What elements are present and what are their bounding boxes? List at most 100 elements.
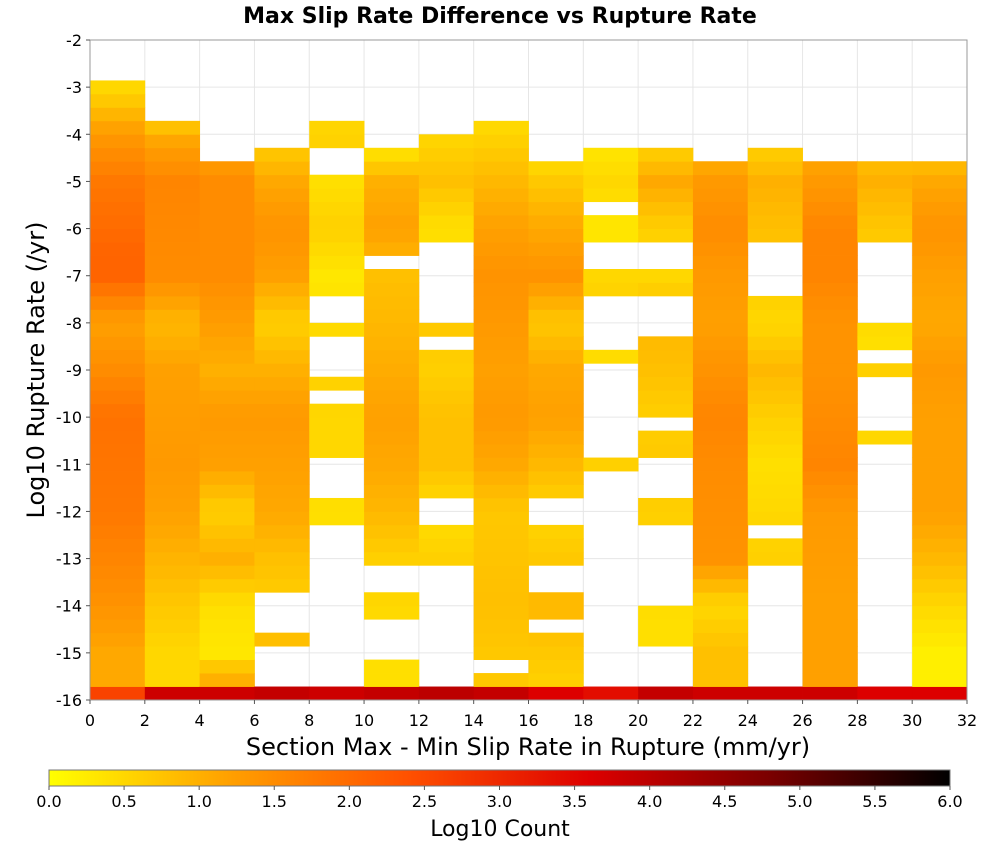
heatmap-cell bbox=[857, 336, 913, 351]
heatmap-cell bbox=[90, 403, 146, 418]
heatmap-cell bbox=[528, 659, 584, 674]
heatmap-cell bbox=[254, 269, 310, 283]
heatmap-cell bbox=[802, 201, 858, 216]
heatmap-cell bbox=[802, 484, 858, 499]
heatmap-cell bbox=[857, 161, 913, 176]
heatmap-cell bbox=[309, 417, 365, 432]
heatmap-cell bbox=[254, 444, 310, 458]
heatmap-cell bbox=[199, 565, 255, 580]
heatmap-cell bbox=[254, 524, 310, 539]
y-tick-label: -14 bbox=[56, 597, 82, 616]
heatmap-cell bbox=[802, 174, 858, 189]
heatmap-cell bbox=[473, 322, 529, 337]
heatmap-cell bbox=[802, 538, 858, 553]
heatmap-cell bbox=[90, 161, 146, 176]
heatmap-cell bbox=[199, 632, 255, 647]
heatmap-cell bbox=[912, 161, 968, 176]
heatmap-cell bbox=[473, 255, 529, 270]
heatmap-cell bbox=[802, 686, 858, 701]
heatmap-cell bbox=[638, 269, 694, 283]
heatmap-cell bbox=[747, 147, 803, 162]
heatmap-cell bbox=[90, 349, 146, 364]
heatmap-cell bbox=[144, 511, 201, 526]
colorbar-tick-label: 2.5 bbox=[412, 792, 437, 811]
heatmap-cell bbox=[90, 390, 146, 405]
colorbar-tick-label: 0.0 bbox=[36, 792, 61, 811]
heatmap-cell bbox=[912, 269, 968, 283]
heatmap-cell bbox=[912, 471, 968, 485]
heatmap-cell bbox=[309, 269, 365, 283]
heatmap-cell bbox=[254, 457, 310, 472]
heatmap-cell bbox=[583, 174, 639, 189]
heatmap-cell bbox=[364, 457, 420, 472]
heatmap-cell bbox=[364, 376, 420, 391]
heatmap-cell bbox=[912, 646, 968, 660]
heatmap-cell bbox=[912, 390, 968, 405]
heatmap-cell bbox=[912, 309, 968, 324]
heatmap-cell bbox=[802, 457, 858, 472]
heatmap-cell bbox=[309, 242, 365, 256]
heatmap-cell bbox=[364, 659, 420, 674]
heatmap-cell bbox=[473, 417, 529, 432]
heatmap-cell bbox=[144, 215, 201, 229]
heatmap-cell bbox=[364, 592, 420, 607]
heatmap-cell bbox=[144, 632, 201, 647]
y-tick-label: -3 bbox=[66, 78, 82, 97]
heatmap-cell bbox=[90, 551, 146, 566]
heatmap-cell bbox=[912, 457, 968, 472]
heatmap-cell bbox=[199, 457, 255, 472]
heatmap-cell bbox=[802, 673, 858, 687]
heatmap-cell bbox=[802, 646, 858, 660]
heatmap-cell bbox=[528, 174, 584, 189]
heatmap-cell bbox=[528, 242, 584, 256]
heatmap-cell bbox=[912, 686, 968, 701]
heatmap-cell bbox=[528, 632, 584, 647]
heatmap-cell bbox=[199, 309, 255, 324]
heatmap-cell bbox=[528, 188, 584, 203]
heatmap-cell bbox=[90, 363, 146, 378]
x-tick-label: 2 bbox=[140, 711, 150, 730]
heatmap-cell bbox=[857, 686, 913, 701]
heatmap-cell bbox=[473, 673, 529, 687]
heatmap-cell bbox=[747, 430, 803, 445]
heatmap-cell bbox=[364, 605, 420, 620]
heatmap-cell bbox=[912, 551, 968, 566]
heatmap-cell bbox=[144, 551, 201, 566]
heatmap-cell bbox=[912, 417, 968, 432]
heatmap-cell bbox=[583, 188, 639, 203]
heatmap-cell bbox=[747, 309, 803, 324]
x-tick-label: 0 bbox=[85, 711, 95, 730]
heatmap-cell bbox=[747, 363, 803, 378]
heatmap-cell bbox=[692, 632, 749, 647]
heatmap-cell bbox=[802, 255, 858, 270]
heatmap-cell bbox=[473, 632, 529, 647]
y-tick-label: -5 bbox=[66, 172, 82, 191]
heatmap-cell bbox=[692, 255, 749, 270]
heatmap-cell bbox=[692, 376, 749, 391]
heatmap-cell bbox=[473, 228, 529, 243]
heatmap-cell bbox=[747, 390, 803, 405]
heatmap-cell bbox=[199, 551, 255, 566]
heatmap-cell bbox=[90, 228, 146, 243]
heatmap-cell bbox=[418, 174, 475, 189]
heatmap-cell bbox=[912, 605, 968, 620]
heatmap-cell bbox=[144, 376, 201, 391]
heatmap-cell bbox=[364, 551, 420, 566]
heatmap-cell bbox=[309, 686, 365, 701]
heatmap-cell bbox=[90, 215, 146, 229]
heatmap-cell bbox=[912, 174, 968, 189]
heatmap-cell bbox=[199, 430, 255, 445]
heatmap-cell bbox=[802, 336, 858, 351]
heatmap-cell bbox=[692, 471, 749, 485]
heatmap-cell bbox=[802, 551, 858, 566]
heatmap-cell bbox=[912, 322, 968, 337]
heatmap-cell bbox=[199, 592, 255, 607]
heatmap-cell bbox=[747, 551, 803, 566]
heatmap-cell bbox=[418, 188, 475, 203]
heatmap-cell bbox=[254, 403, 310, 418]
heatmap-cell bbox=[528, 686, 584, 701]
heatmap-cell bbox=[473, 646, 529, 660]
heatmap-cell bbox=[857, 201, 913, 216]
heatmap-cell bbox=[528, 524, 584, 539]
x-tick-label: 8 bbox=[304, 711, 314, 730]
